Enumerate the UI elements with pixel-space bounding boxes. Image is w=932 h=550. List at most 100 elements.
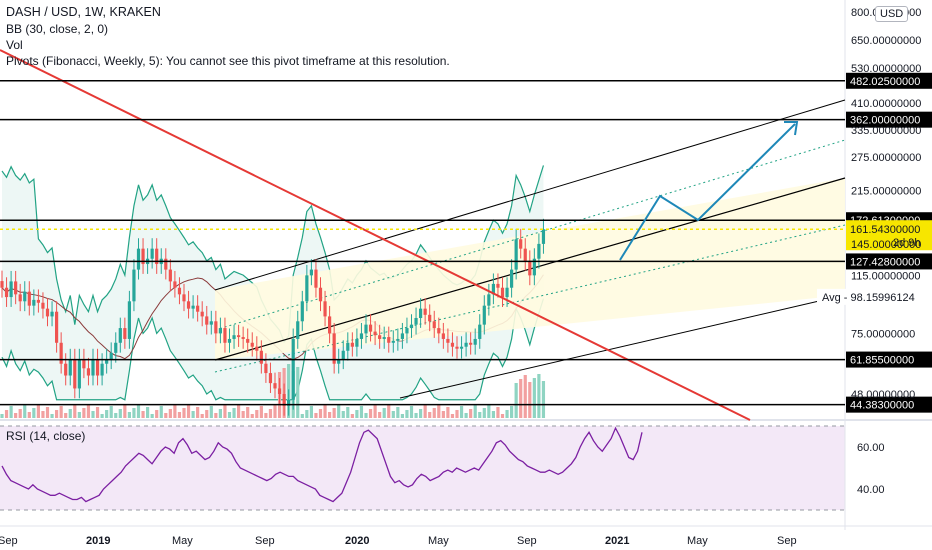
candle-body [173, 281, 177, 288]
level-label: 61.85500000 [850, 355, 914, 367]
volume-bar [36, 404, 40, 418]
candle-body [505, 287, 509, 298]
level-label-bg [846, 111, 932, 128]
candle-body [114, 342, 118, 353]
volume-bar [200, 414, 204, 418]
volume-bar [109, 406, 113, 418]
candle-body [491, 283, 495, 295]
volume-bar [459, 406, 464, 418]
candle-body [469, 342, 473, 345]
candle-body [464, 342, 468, 347]
volume-bar [23, 405, 27, 418]
volume-bar [45, 407, 50, 418]
volume-bar [118, 409, 122, 418]
candle-body [182, 294, 186, 302]
volume-bar [186, 404, 191, 418]
volume-bar [246, 407, 250, 418]
candle-body [409, 324, 414, 329]
candle-body [45, 308, 50, 317]
volume-bar [414, 413, 418, 418]
volume-bar [9, 406, 13, 418]
price-tick-label: 75.00000000 [851, 328, 915, 340]
volume-bar [446, 407, 450, 418]
volume-bar [73, 405, 77, 418]
candle-body [378, 335, 382, 339]
candle-body [437, 328, 441, 334]
candle-body [537, 243, 541, 259]
candle-body [150, 248, 154, 259]
candle-body [255, 346, 259, 351]
volume-bar [309, 406, 313, 418]
volume-bar [18, 409, 22, 418]
currency-badge[interactable]: USD [875, 6, 909, 22]
volume-bar [419, 409, 423, 418]
volume-bar [428, 412, 432, 418]
candle-body [405, 328, 409, 334]
volume-bar [132, 408, 136, 418]
candle-body [419, 308, 423, 319]
volume-bar [268, 409, 273, 418]
candle-body [309, 269, 313, 276]
rsi-legend: RSI (14, close) [6, 429, 86, 443]
candle-body [27, 291, 31, 306]
candle-body [268, 373, 273, 384]
candle-body [4, 287, 9, 298]
volume-bar [441, 411, 445, 418]
candle-body [300, 301, 304, 322]
level-label-bg [846, 72, 932, 89]
candle-body [346, 342, 350, 351]
candle-body [264, 363, 268, 374]
avg-label: Avg - 98.15996124 [822, 292, 915, 304]
volume-bar [141, 411, 145, 418]
level-label-bg [846, 253, 932, 270]
projection-arrowhead [784, 121, 799, 136]
volume-bar [528, 382, 532, 418]
volume-bar [491, 411, 495, 418]
last-price-label: 161.54300000 [850, 224, 920, 236]
candle-body [328, 316, 332, 334]
volume-bar [32, 408, 36, 418]
price-tick-label: 145.00000000 [851, 239, 921, 251]
level-label: 362.00000000 [850, 115, 920, 127]
channel-top-line [214, 99, 846, 291]
chart-title: DASH / USD, 1W, KRAKEN [6, 5, 161, 19]
candle-body [528, 260, 532, 276]
volume-bar [391, 411, 395, 418]
candle-body [82, 359, 86, 369]
volume-bar [264, 413, 268, 418]
x-tick-label: May [428, 535, 449, 547]
rsi-band [0, 426, 845, 510]
countdown-label: 2d 9h [893, 237, 921, 249]
volume-bar [136, 404, 141, 418]
volume-bar [323, 405, 327, 418]
candle-body [282, 394, 286, 406]
volume-bar [300, 414, 304, 418]
candle-body [41, 302, 45, 309]
candle-body [18, 294, 22, 302]
candle-body [273, 383, 277, 389]
candle-body [164, 258, 168, 270]
candle-body [487, 294, 491, 306]
candle-body [123, 328, 127, 339]
volume-bar [155, 410, 159, 418]
candle-body [314, 269, 318, 288]
candle-body [459, 346, 464, 349]
candle-body [177, 287, 182, 295]
volume-bar [523, 375, 527, 418]
candle-body [132, 269, 136, 302]
volume-bar [14, 413, 18, 418]
volume-bar [205, 410, 209, 418]
volume-bar [237, 404, 241, 418]
volume-bar [177, 412, 182, 418]
pivots-legend: Pivots (Fibonacci, Weekly, 5): You canno… [6, 54, 450, 68]
volume-bar [223, 405, 227, 418]
candle-body [36, 299, 40, 303]
candle-body [414, 318, 418, 325]
volume-bar [455, 410, 459, 418]
candle-body [523, 248, 527, 261]
volume-bar [314, 413, 318, 418]
x-tick-label: Sep [0, 535, 18, 547]
rsi-tick-label: 40.00 [857, 484, 885, 496]
volume-bar [95, 407, 100, 418]
